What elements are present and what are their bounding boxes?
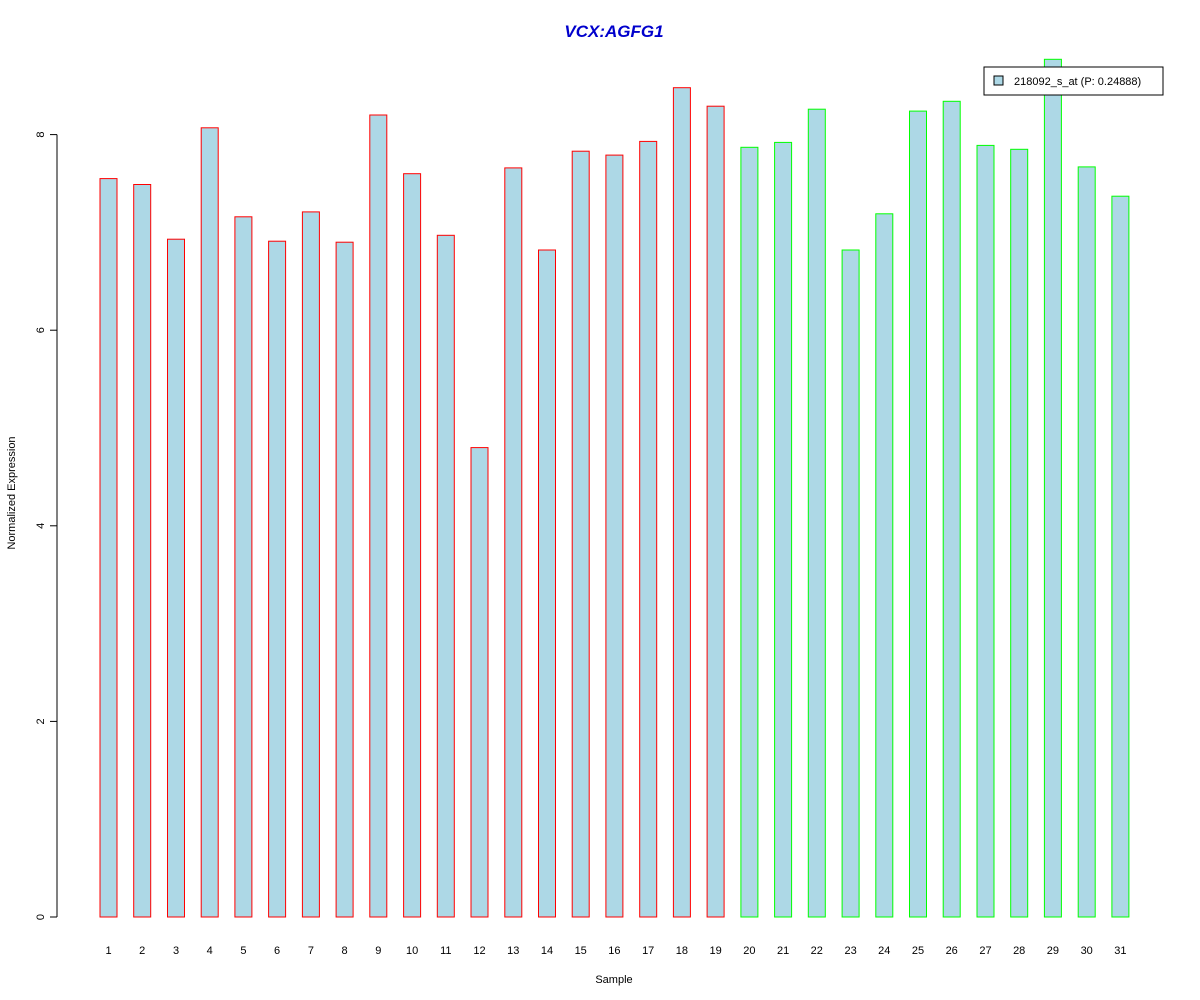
bar-sample-13 xyxy=(504,167,523,918)
x-tick-labels: 1 2 3 4 5 6 7 8 9 10 11 12 13 14 15 16 17 18 19 20 21 22 23 24 2… xyxy=(105,945,1126,957)
legend-swatch xyxy=(993,75,1004,86)
bar-sample-4 xyxy=(200,127,219,918)
bar-sample-2 xyxy=(133,184,152,918)
x-tick-label: 21 xyxy=(777,945,789,957)
x-tick-label: 17 xyxy=(642,945,654,957)
x-tick-label: 31 xyxy=(1114,945,1126,957)
x-tick-label: 9 xyxy=(375,945,381,957)
y-tick-label: 0 xyxy=(35,914,47,920)
x-tick-label: 19 xyxy=(709,945,721,957)
y-tick-label: 6 xyxy=(35,327,47,333)
x-tick-label: 5 xyxy=(240,945,246,957)
x-tick-label: 10 xyxy=(406,945,418,957)
x-tick-label: 8 xyxy=(342,945,348,957)
bar-sample-26 xyxy=(942,100,961,918)
bar-sample-18 xyxy=(672,87,691,918)
x-tick-label: 25 xyxy=(912,945,924,957)
bar-sample-30 xyxy=(1077,166,1096,918)
bar-sample-21 xyxy=(774,141,793,918)
x-tick-label: 1 xyxy=(105,945,111,957)
bar-sample-7 xyxy=(301,211,320,918)
x-tick-label: 22 xyxy=(811,945,823,957)
x-axis-label: Sample xyxy=(595,974,632,986)
bar-sample-24 xyxy=(875,213,894,918)
x-tick-label: 11 xyxy=(440,945,451,957)
y-axis-label: Normalized Expression xyxy=(6,436,18,549)
bar-sample-8 xyxy=(335,241,354,918)
bar-sample-9 xyxy=(369,114,388,918)
bar-sample-31 xyxy=(1111,195,1130,918)
bar-sample-20 xyxy=(740,146,759,918)
bar-sample-16 xyxy=(605,154,624,918)
x-tick-label: 16 xyxy=(608,945,620,957)
x-tick-label: 24 xyxy=(878,945,890,957)
legend-box xyxy=(983,66,1164,96)
y-tick-label: 2 xyxy=(35,718,47,724)
bar-sample-15 xyxy=(571,150,590,918)
y-tick-label: 8 xyxy=(35,132,47,138)
y-axis: 0 2 4 6 8 xyxy=(35,132,58,920)
x-tick-label: 15 xyxy=(575,945,587,957)
bar-sample-29 xyxy=(1043,58,1062,918)
bar-sample-22 xyxy=(807,108,826,918)
bar-sample-17 xyxy=(639,140,658,918)
bar-sample-5 xyxy=(234,216,253,918)
bar-sample-10 xyxy=(403,173,422,918)
x-tick-label: 30 xyxy=(1081,945,1093,957)
x-tick-label: 26 xyxy=(946,945,958,957)
bar-sample-12 xyxy=(470,447,489,918)
x-tick-label: 20 xyxy=(743,945,755,957)
legend-label: 218092_s_at (P: 0.24888) xyxy=(1014,76,1141,88)
x-tick-label: 7 xyxy=(308,945,314,957)
bar-sample-1 xyxy=(99,178,118,918)
x-tick-label: 3 xyxy=(173,945,179,957)
bar-sample-6 xyxy=(268,240,287,918)
x-tick-label: 23 xyxy=(844,945,856,957)
bar-sample-27 xyxy=(976,144,995,918)
x-tick-label: 29 xyxy=(1047,945,1059,957)
x-tick-label: 4 xyxy=(207,945,213,957)
chart-title: VCX:AGFG1 xyxy=(564,22,663,41)
x-tick-label: 28 xyxy=(1013,945,1025,957)
x-tick-label: 12 xyxy=(473,945,485,957)
bar-sample-28 xyxy=(1010,148,1029,918)
bar-sample-14 xyxy=(538,249,556,918)
x-tick-label: 14 xyxy=(541,945,553,957)
bar-sample-23 xyxy=(841,249,860,918)
bars-group xyxy=(99,58,1130,918)
y-tick-label: 4 xyxy=(35,523,47,529)
x-tick-label: 6 xyxy=(274,945,280,957)
bar-sample-11 xyxy=(436,234,455,918)
x-tick-label: 13 xyxy=(507,945,519,957)
x-tick-label: 27 xyxy=(979,945,991,957)
legend: 218092_s_at (P: 0.24888) xyxy=(983,66,1164,96)
x-tick-label: 2 xyxy=(139,945,145,957)
x-tick-label: 18 xyxy=(676,945,688,957)
bar-sample-3 xyxy=(167,238,185,918)
bar-sample-19 xyxy=(706,105,725,918)
bar-sample-25 xyxy=(909,110,927,918)
